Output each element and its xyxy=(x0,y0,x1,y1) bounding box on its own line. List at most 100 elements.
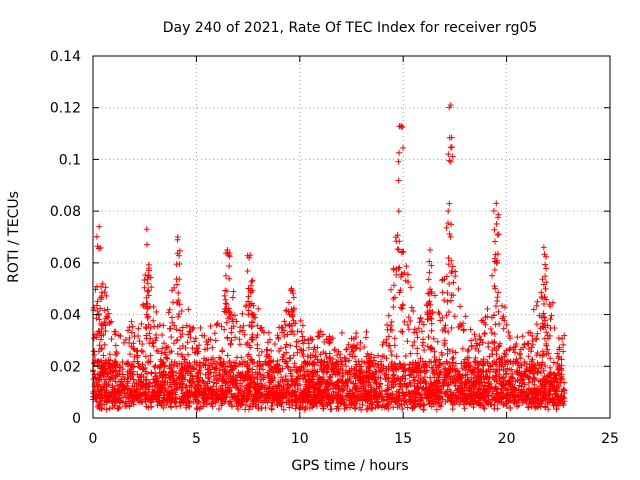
data-point xyxy=(379,342,386,349)
data-point xyxy=(533,321,540,328)
data-point xyxy=(470,404,477,411)
data-point xyxy=(235,406,242,413)
data-point xyxy=(334,352,341,359)
data-point xyxy=(442,322,449,329)
data-point xyxy=(467,326,474,333)
data-point xyxy=(465,386,472,393)
data-point xyxy=(550,359,557,366)
data-point xyxy=(112,331,119,338)
data-point xyxy=(139,341,146,348)
data-point xyxy=(461,405,468,412)
data-point xyxy=(295,338,302,345)
data-point xyxy=(405,314,412,321)
data-point xyxy=(529,332,536,339)
data-point xyxy=(457,303,464,310)
data-point xyxy=(390,282,397,289)
data-point xyxy=(476,341,483,348)
data-point xyxy=(525,329,532,336)
data-point xyxy=(517,355,524,362)
data-point xyxy=(112,328,119,335)
data-point xyxy=(258,348,265,355)
data-point xyxy=(298,328,305,335)
data-point xyxy=(443,224,450,231)
data-point xyxy=(286,404,293,411)
data-point xyxy=(103,406,110,413)
data-point xyxy=(419,336,426,343)
data-point xyxy=(323,369,330,376)
data-point xyxy=(215,405,222,412)
data-point xyxy=(324,368,331,375)
data-point xyxy=(375,403,382,410)
data-point xyxy=(298,347,305,354)
data-point xyxy=(487,325,494,332)
data-point xyxy=(434,338,441,345)
data-point xyxy=(343,346,350,353)
data-point xyxy=(221,326,228,333)
data-point xyxy=(280,406,287,413)
data-point xyxy=(221,292,228,299)
data-point xyxy=(178,307,185,314)
data-point xyxy=(165,309,172,316)
data-point xyxy=(281,333,288,340)
data-point xyxy=(139,348,146,355)
data-point xyxy=(472,336,479,343)
data-point xyxy=(513,340,520,347)
data-point xyxy=(184,339,191,346)
data-point xyxy=(444,220,451,227)
data-point xyxy=(93,315,100,322)
data-point xyxy=(439,352,446,359)
data-point xyxy=(126,324,133,331)
data-point xyxy=(507,405,514,412)
data-point xyxy=(428,364,435,371)
data-point xyxy=(189,326,196,333)
data-point xyxy=(503,321,510,328)
data-point xyxy=(345,357,352,364)
data-point xyxy=(405,326,412,333)
data-point xyxy=(241,331,248,338)
data-point xyxy=(185,306,192,313)
data-point xyxy=(179,324,186,331)
data-point xyxy=(500,325,507,332)
data-point xyxy=(390,404,397,411)
data-point xyxy=(228,337,235,344)
data-point xyxy=(170,340,177,347)
data-point xyxy=(525,353,532,360)
data-point xyxy=(301,406,308,413)
data-point xyxy=(101,307,108,314)
data-point xyxy=(437,359,444,366)
data-point xyxy=(540,300,547,307)
data-point xyxy=(297,346,304,353)
data-point xyxy=(240,322,247,329)
data-point xyxy=(414,350,421,357)
data-point xyxy=(441,342,448,349)
data-point xyxy=(477,336,484,343)
data-point xyxy=(207,323,214,330)
data-point xyxy=(528,348,535,355)
data-point xyxy=(539,348,546,355)
data-point xyxy=(168,334,175,341)
data-point xyxy=(455,285,462,292)
data-point xyxy=(312,353,319,360)
data-point xyxy=(556,346,563,353)
data-point xyxy=(176,310,183,317)
data-point xyxy=(443,273,450,280)
data-point xyxy=(212,337,219,344)
data-point xyxy=(185,331,192,338)
data-point xyxy=(179,342,186,349)
data-point xyxy=(210,383,217,390)
data-point xyxy=(404,338,411,345)
data-point xyxy=(138,378,145,385)
data-point xyxy=(218,323,225,330)
data-point xyxy=(323,354,330,361)
data-point xyxy=(147,335,154,342)
data-point xyxy=(104,306,111,313)
data-point xyxy=(102,284,109,291)
data-point xyxy=(300,340,307,347)
data-point xyxy=(414,334,421,341)
data-point xyxy=(96,342,103,349)
data-point xyxy=(489,272,496,279)
data-point xyxy=(495,343,502,350)
data-point xyxy=(196,342,203,349)
data-point xyxy=(528,344,535,351)
